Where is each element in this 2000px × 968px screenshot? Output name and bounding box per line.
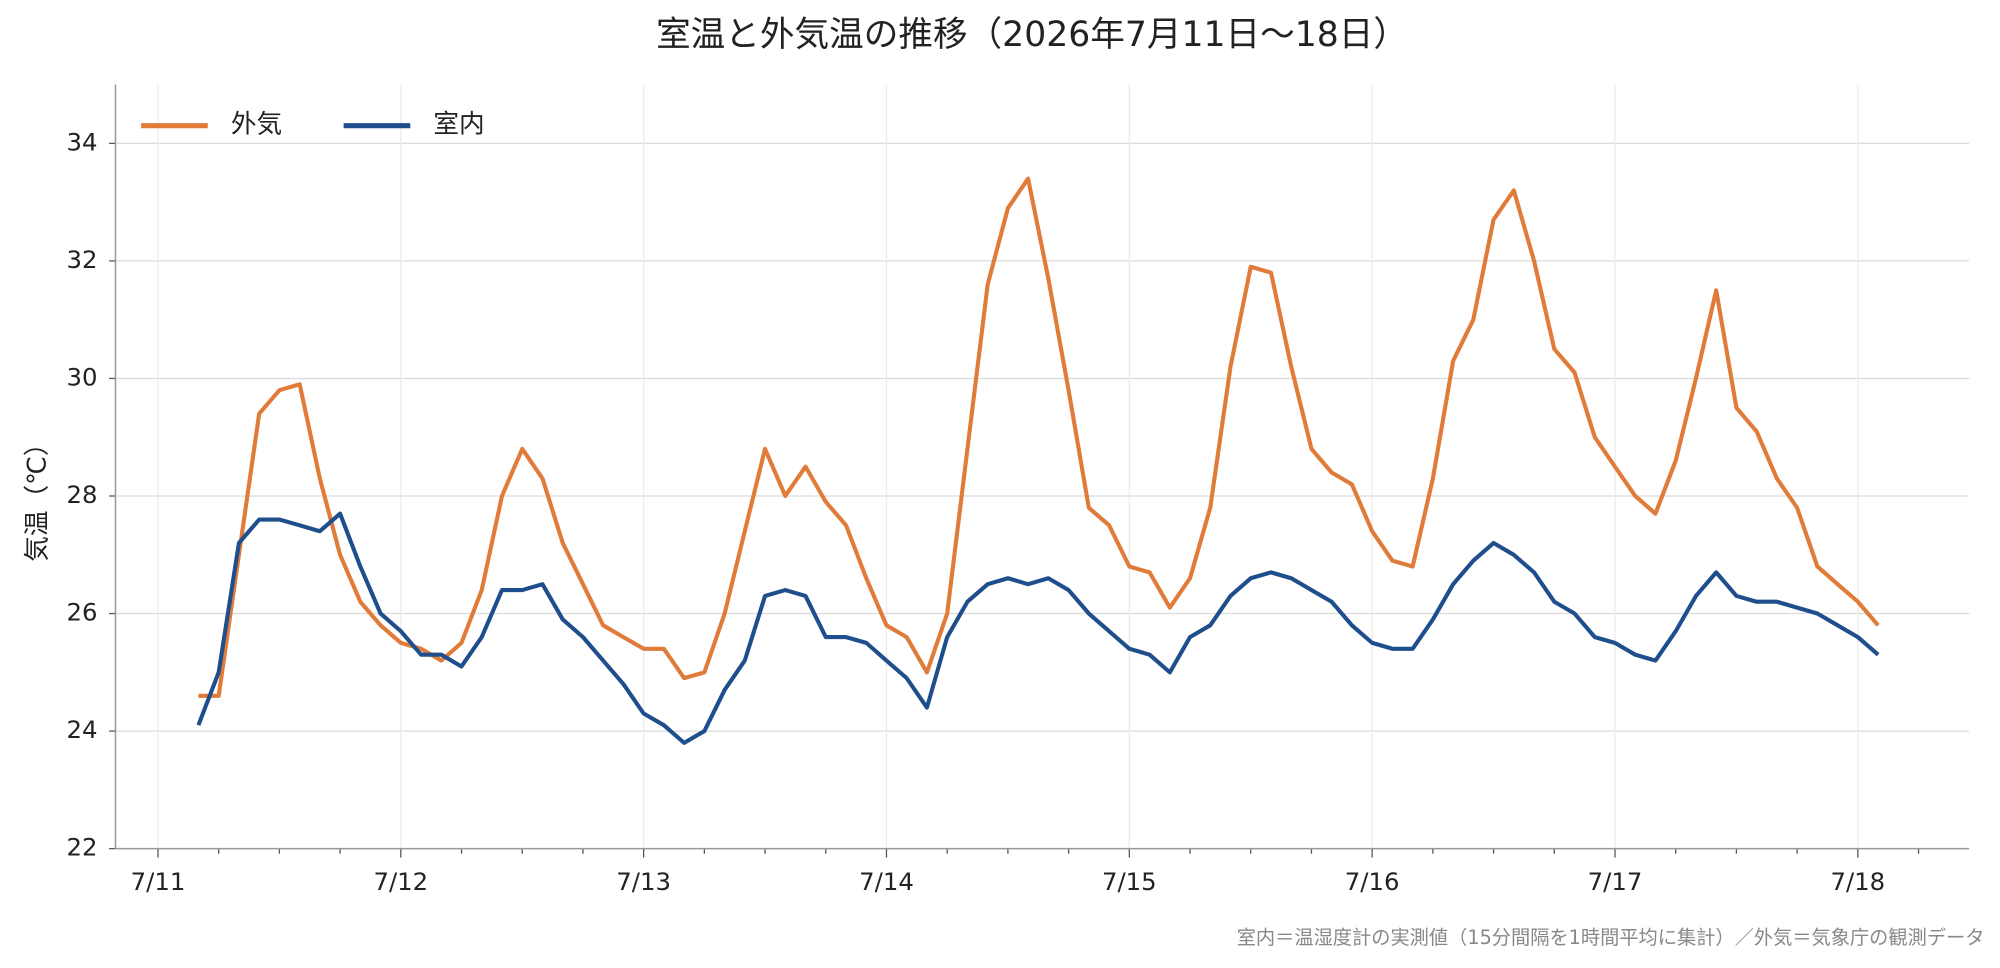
y-tick-label: 32: [67, 245, 98, 274]
series-line: [196, 511, 1880, 745]
y-tick-label: 22: [67, 833, 98, 862]
footnote: 室内＝温湿度計の実測値（15分間隔を1時間平均に集計）／外気＝気象庁の観測データ: [1237, 926, 1985, 949]
chart-title: 室温と外気温の推移（2026年7月11日〜18日）: [656, 15, 1408, 55]
y-tick-label: 34: [67, 127, 98, 156]
x-tick-label: 7/17: [1588, 867, 1643, 896]
y-tick-label: 28: [67, 480, 98, 509]
legend-label: 外気: [231, 110, 282, 140]
x-tick-label: 7/14: [859, 867, 914, 896]
y-tick-label: 26: [67, 598, 98, 627]
series-line: [198, 176, 1880, 698]
legend-label: 室内: [433, 110, 484, 140]
x-tick-label: 7/16: [1345, 867, 1400, 896]
x-tick-label: 7/18: [1830, 867, 1885, 896]
x-tick-label: 7/13: [616, 867, 671, 896]
x-tick-label: 7/11: [131, 867, 186, 896]
y-axis-label: 気温（℃）: [23, 430, 53, 561]
x-tick-label: 7/15: [1102, 867, 1157, 896]
y-tick-label: 24: [67, 715, 98, 744]
x-tick-label: 7/12: [373, 867, 428, 896]
y-tick-label: 30: [67, 362, 98, 391]
